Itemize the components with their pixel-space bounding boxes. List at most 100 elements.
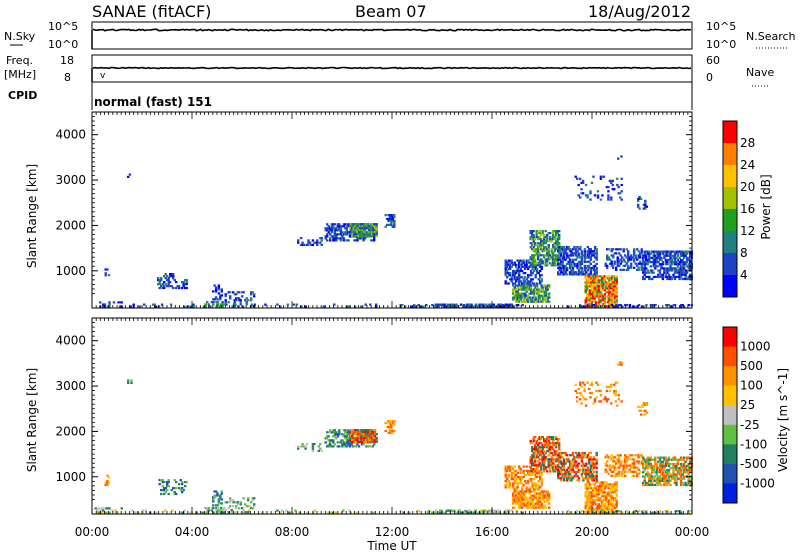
scatter-cell (607, 466, 610, 469)
scatter-cell (602, 485, 605, 488)
scatter-cell (594, 507, 598, 510)
scatter-cell (565, 470, 569, 474)
scatter-cell (663, 483, 666, 487)
scatter-cell (637, 266, 640, 269)
scatter-cell (241, 291, 244, 294)
scatter-cell (354, 436, 357, 440)
scatter-cell (606, 483, 610, 486)
scatter-cell (515, 269, 518, 273)
scatter-cell (166, 489, 169, 492)
scatter-cell (326, 235, 329, 238)
scatter-cell (591, 275, 595, 278)
scatter-cell (245, 297, 248, 300)
scatter-cell (550, 460, 553, 463)
scatter-cell (519, 482, 522, 485)
scatter-cell (579, 456, 582, 459)
scatter-cell (611, 285, 614, 288)
scatter-cell (627, 268, 630, 271)
velocity-x-ticks (91, 318, 693, 514)
scatter-cell (657, 477, 660, 480)
scatter-cell (605, 285, 608, 288)
scatter-cell (333, 433, 336, 436)
scatter-cell (682, 267, 686, 270)
scatter-cell (649, 261, 652, 264)
scatter-cell (587, 511, 590, 514)
scatter-cell (504, 469, 507, 472)
scatter-cell (319, 447, 322, 450)
scatter-cell (170, 285, 173, 288)
scatter-cell (519, 296, 522, 299)
scatter-cell (516, 471, 519, 474)
scatter-cell (443, 303, 446, 306)
scatter-cell (614, 297, 617, 300)
scatter-cell (672, 256, 675, 259)
scatter-cell (519, 506, 522, 509)
scatter-cell (219, 294, 222, 297)
scatter-cell (583, 258, 587, 261)
scatter-cell (329, 233, 332, 236)
scatter-cell (681, 273, 684, 276)
scatter-cell (536, 500, 539, 503)
scatter-cell (638, 197, 641, 200)
scatter-cell (589, 262, 592, 265)
scatter-cell (624, 254, 627, 257)
scatter-cell (643, 458, 646, 461)
scatter-cell (184, 485, 187, 488)
scatter-cell (359, 237, 362, 240)
scatter-cell (649, 475, 652, 478)
scatter-cell (513, 492, 516, 495)
scatter-cell (552, 256, 555, 259)
scatter-cell (531, 272, 534, 275)
scatter-cell (102, 305, 105, 308)
scatter-cell (592, 267, 595, 270)
scatter-cell (509, 274, 512, 277)
scatter-cell (587, 503, 590, 506)
scatter-cell (546, 252, 549, 255)
scatter-cell (531, 464, 534, 467)
scatter-cell (543, 438, 546, 441)
scatter-cell (599, 287, 602, 290)
scatter-cell (354, 239, 358, 242)
scatter-cell (285, 509, 288, 512)
scatter-cell (549, 458, 552, 461)
scatter-cell (608, 487, 611, 490)
scatter-cell (649, 277, 652, 281)
scatter-cell (588, 509, 592, 512)
colorbar-segment (723, 121, 737, 144)
scatter-cell (236, 501, 239, 504)
scatter-cell (534, 258, 537, 261)
scatter-cell (652, 275, 655, 278)
scatter-cell (393, 423, 396, 427)
scatter-cell (573, 470, 576, 474)
scatter-cell (251, 499, 254, 502)
scatter-cell (494, 509, 497, 512)
scatter-cell (253, 293, 256, 296)
scatter-cell (532, 256, 535, 259)
scatter-cell (437, 303, 440, 306)
scatter-cell (664, 475, 668, 478)
scatter-cell (587, 485, 590, 488)
scatter-cell (642, 409, 646, 412)
scatter-cell (672, 273, 675, 276)
scatter-cell (589, 470, 592, 474)
scatter-cell (642, 462, 645, 465)
scatter-cell (349, 227, 352, 230)
scatter-cell (583, 451, 587, 455)
scatter-cell (594, 245, 597, 249)
scatter-cell (473, 305, 476, 308)
scatter-cell (206, 507, 209, 510)
scatter-cell (666, 258, 669, 262)
scatter-cell (341, 443, 344, 446)
scatter-cell (388, 423, 392, 427)
scatter-cell (655, 258, 658, 262)
scatter-cell (577, 248, 581, 251)
scatter-cell (588, 499, 592, 502)
scatter-cell (675, 462, 678, 465)
scatter-cell (506, 272, 509, 275)
scatter-cell (479, 303, 482, 306)
scatter-cell (613, 466, 616, 469)
scatter-cell (538, 442, 541, 445)
scatter-cell (666, 479, 669, 482)
scatter-cell (361, 223, 365, 226)
scatter-cell (557, 473, 560, 476)
